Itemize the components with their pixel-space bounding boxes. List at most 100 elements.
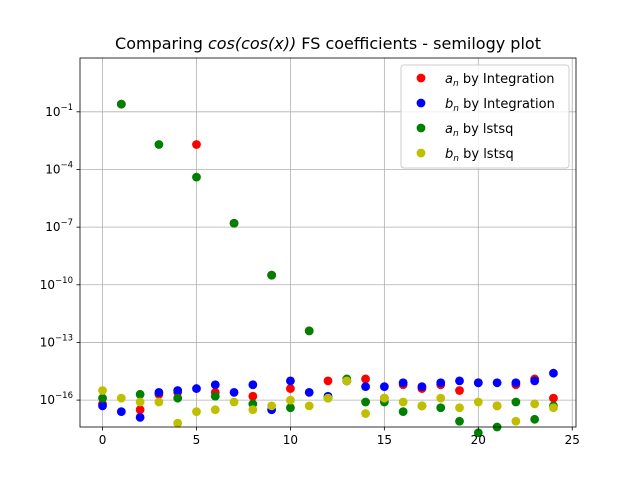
data-point [549, 368, 558, 378]
data-point [455, 416, 464, 426]
data-point [511, 397, 521, 407]
data-point [116, 99, 126, 109]
x-tick-label: 20 [471, 433, 486, 447]
data-point [116, 393, 126, 403]
data-point [248, 405, 258, 415]
data-point [436, 393, 446, 403]
legend: an by Integration bn by Integration an by … [400, 64, 570, 169]
y-tick-label: 10−16 [40, 391, 73, 407]
data-point [135, 405, 145, 415]
x-tick-label: 0 [99, 433, 107, 447]
data-point [361, 382, 370, 392]
data-point [398, 397, 408, 407]
y-tick-label: 10−13 [40, 333, 73, 349]
legend-marker [416, 148, 426, 158]
data-point [248, 380, 258, 390]
grid-lines [80, 58, 576, 427]
data-point [473, 428, 483, 438]
legend-box [400, 64, 570, 169]
data-point [323, 376, 333, 386]
data-point [511, 378, 521, 388]
data-point [530, 376, 540, 386]
data-point [98, 386, 107, 395]
data-point [192, 140, 201, 149]
data-point [229, 218, 239, 228]
data-point [173, 393, 183, 403]
chart-title-math: cos(cos(x)) [208, 34, 296, 53]
legend-label: an by Integration [445, 72, 555, 89]
data-point [210, 380, 220, 390]
data-point [98, 393, 107, 403]
data-point [361, 374, 370, 384]
data-points [98, 99, 558, 438]
data-point [304, 388, 314, 397]
axes-frame [79, 57, 577, 428]
data-point [116, 407, 126, 417]
y-tick-label: 10−10 [40, 276, 73, 292]
chart-title: Comparing cos(cos(x)) FS coefficients - … [115, 34, 541, 53]
data-point [210, 391, 220, 401]
data-point [173, 418, 183, 428]
axis-ticks: 0 5 10 15 20 25 10−1 10−4 10−7 10−10 10−13 10−16 [40, 103, 580, 447]
data-point [455, 403, 464, 413]
data-point [286, 395, 295, 405]
data-point [229, 397, 239, 407]
data-point [361, 397, 370, 407]
data-point [135, 412, 145, 422]
data-point [436, 403, 446, 413]
data-point [248, 391, 258, 401]
data-point [135, 397, 145, 407]
chart-title-prefix: Comparing [115, 34, 208, 53]
chart-title-suffix: FS coefficients - semilogy plot [296, 34, 541, 53]
data-point [455, 386, 464, 395]
data-point [398, 378, 408, 388]
data-point [286, 384, 295, 393]
x-tick-label: 25 [565, 433, 580, 447]
data-point [379, 393, 389, 403]
y-tick-label: 10−4 [45, 160, 73, 176]
data-point [135, 389, 145, 399]
data-point [267, 270, 277, 280]
legend-label: an by lstsq [445, 122, 513, 139]
data-point [192, 384, 201, 393]
data-point [417, 401, 427, 411]
data-point [455, 376, 464, 386]
data-point [267, 401, 277, 411]
x-tick-label: 15 [377, 433, 392, 447]
data-point [304, 326, 314, 336]
y-tick-label: 10−7 [45, 218, 73, 234]
data-point [417, 382, 427, 392]
data-point [361, 409, 370, 418]
legend-marker [416, 73, 426, 83]
data-point [549, 393, 558, 403]
data-point [192, 407, 201, 417]
data-point [530, 414, 540, 424]
legend-marker [416, 98, 426, 108]
data-point [530, 399, 540, 409]
data-point [473, 397, 483, 407]
data-point [286, 376, 295, 386]
data-point [492, 401, 502, 411]
data-point [154, 397, 164, 407]
data-point [229, 388, 239, 397]
data-point [304, 401, 314, 411]
data-point [210, 405, 220, 415]
legend-marker [416, 123, 426, 133]
legend-label: bn by lstsq [445, 147, 514, 164]
data-point [398, 407, 408, 417]
legend-label: bn by Integration [445, 97, 555, 114]
data-point [286, 403, 295, 413]
data-point [154, 388, 164, 397]
data-point [98, 401, 107, 411]
data-point [173, 386, 183, 395]
data-point [436, 378, 446, 388]
data-point [511, 416, 521, 426]
data-point [154, 140, 164, 149]
data-point [473, 378, 483, 388]
data-point [492, 378, 502, 388]
data-point [192, 172, 201, 182]
data-point [549, 403, 558, 413]
x-tick-label: 5 [193, 433, 201, 447]
data-point [379, 382, 389, 392]
x-tick-label: 10 [283, 433, 298, 447]
